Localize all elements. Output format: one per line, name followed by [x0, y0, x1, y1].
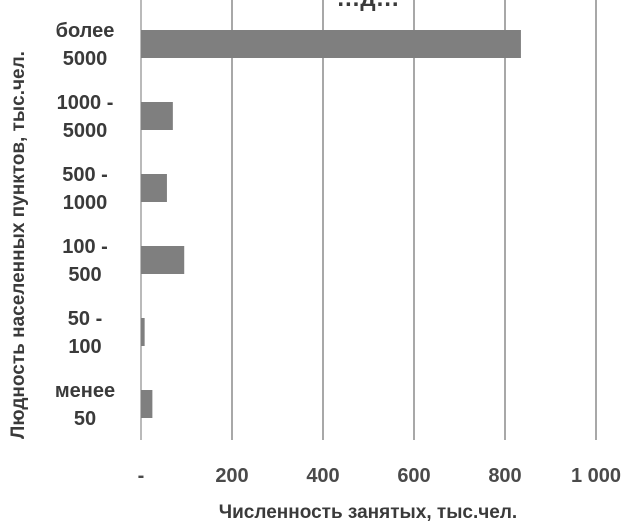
x-tick-label: 800: [488, 465, 521, 487]
bar: [141, 30, 521, 58]
y-category-label: менее 50: [55, 380, 115, 430]
bar: [141, 174, 167, 202]
x-tick-label: 400: [306, 465, 339, 487]
bar: [141, 102, 173, 130]
gridlines: [140, 0, 597, 440]
y-category-label: более 5000: [56, 20, 115, 70]
y-category-label: 1000 -5000: [57, 92, 114, 142]
chart-title-fragment: …д…: [336, 0, 399, 12]
x-tick-label: -: [138, 465, 145, 487]
bar: [141, 318, 145, 346]
y-category-label: 100 -500: [62, 236, 108, 286]
x-tick-label: 1 000: [571, 465, 621, 487]
x-axis-title: Численность занятых, тыс.чел.: [219, 502, 517, 523]
x-tick-label: 600: [397, 465, 430, 487]
bars: [141, 30, 521, 418]
y-category-label: 50 -100: [68, 308, 102, 358]
y-axis-title: Людность населенных пунктов, тыс.чел.: [8, 51, 29, 439]
y-category-label: 500 -1000: [62, 164, 108, 214]
x-tick-label: 200: [215, 465, 248, 487]
x-tick-labels: - 200 400 600 800 1 000: [138, 465, 621, 487]
bar: [141, 246, 185, 274]
bar: [141, 390, 153, 418]
y-category-labels: более 5000 1000 -5000 500 -1000 100 -500 50 -…: [55, 20, 115, 430]
